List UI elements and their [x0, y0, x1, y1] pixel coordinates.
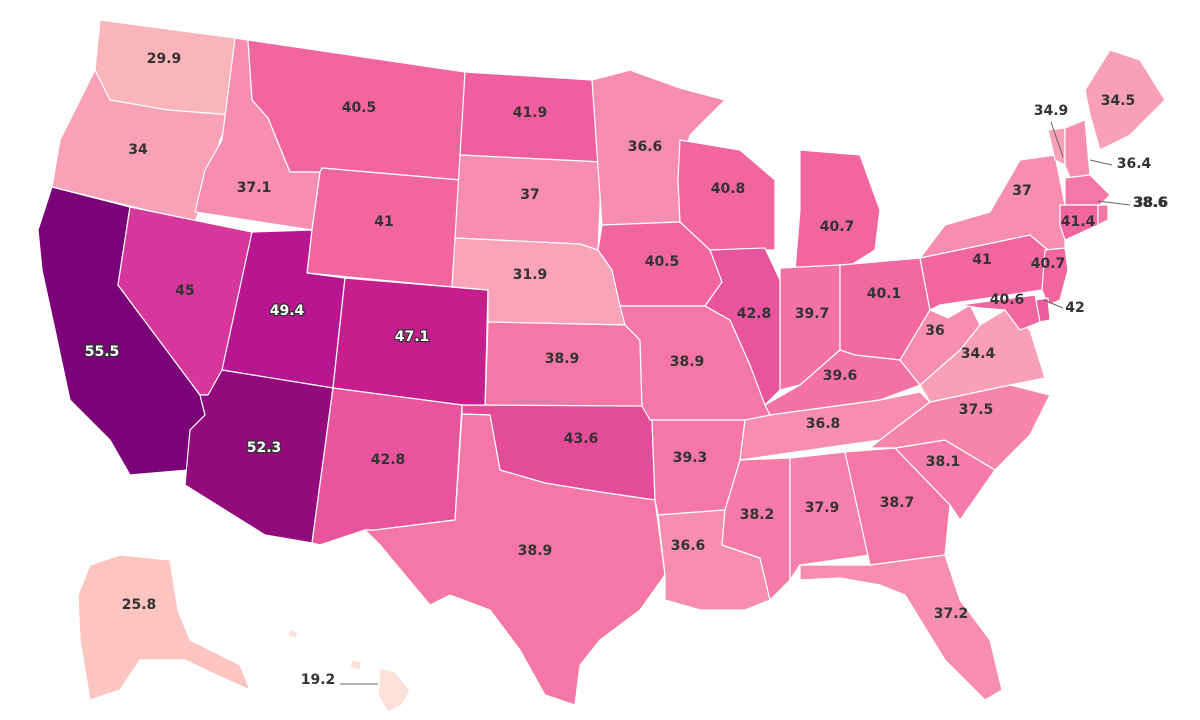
state-value-label-tx: 38.9: [518, 543, 553, 559]
state-value-label-in: 39.7: [795, 306, 830, 322]
state-value-label-oh: 40.1: [867, 286, 902, 302]
state-nj[interactable]: [1041, 247, 1069, 306]
state-value-label-va: 34.4: [961, 346, 996, 362]
state-value-label-or: 34: [128, 142, 148, 158]
state-value-label-mi: 40.7: [820, 219, 855, 235]
state-value-label-ks: 38.9: [545, 351, 580, 367]
state-value-label-ak: 25.8: [122, 597, 157, 613]
state-me[interactable]: [1084, 49, 1166, 151]
state-value-label-wi: 40.8: [711, 181, 746, 197]
state-mi[interactable]: [794, 149, 881, 273]
state-value-label-ne: 31.9: [513, 267, 548, 283]
state-value-label-wv: 36: [925, 323, 944, 339]
state-value-label-me: 34.5: [1101, 93, 1136, 109]
state-value-label-nj: 40.7: [1031, 256, 1066, 272]
state-value-label-ar: 39.3: [673, 450, 708, 466]
state-value-label-mt: 40.5: [342, 100, 377, 116]
state-value-label-sc: 38.1: [926, 454, 961, 470]
state-ny[interactable]: [919, 154, 1066, 259]
state-value-label-fl: 37.2: [934, 606, 969, 622]
state-ri[interactable]: [1097, 204, 1109, 226]
state-value-label-wy: 41: [374, 214, 393, 230]
state-value-label-az: 52.3: [247, 440, 282, 456]
state-hi[interactable]: [287, 629, 411, 713]
state-nh[interactable]: [1064, 119, 1091, 179]
state-value-label-nc: 37.5: [959, 402, 994, 418]
state-value-label-la: 36.6: [671, 538, 706, 554]
state-value-label-ms: 38.2: [740, 507, 775, 523]
state-value-label-al: 37.9: [805, 500, 840, 516]
state-value-label-ia: 40.5: [645, 254, 680, 270]
state-value-label-tn: 36.8: [806, 416, 841, 432]
state-value-label-hi: 19.2: [301, 672, 336, 688]
state-ak[interactable]: [77, 554, 251, 701]
state-value-label-sd: 37: [520, 187, 539, 203]
state-value-label-vt: 34.9: [1034, 103, 1069, 119]
leader-line-nh: [1089, 159, 1113, 166]
state-value-label-pa: 41: [972, 252, 991, 268]
state-ma[interactable]: [1064, 174, 1111, 206]
state-value-label-wa: 29.9: [147, 51, 182, 67]
state-value-label-de: 42: [1065, 300, 1084, 316]
state-value-label-ny: 37: [1012, 183, 1031, 199]
state-al[interactable]: [789, 451, 871, 581]
state-il[interactable]: [704, 247, 781, 406]
state-wv[interactable]: [899, 304, 981, 386]
leader-line-ri: [1097, 200, 1131, 206]
state-value-label-mn: 36.6: [628, 139, 663, 155]
state-value-label-ri: 38.6: [1133, 195, 1168, 211]
state-value-label-il: 42.8: [737, 306, 772, 322]
leader-line-de: [1043, 299, 1064, 309]
state-value-label-ma: 38.6: [1134, 195, 1169, 211]
state-value-label-nv: 45: [175, 283, 194, 299]
state-az[interactable]: [184, 369, 334, 544]
leader-line-vt: [1050, 121, 1064, 158]
state-value-label-nd: 41.9: [513, 105, 548, 121]
state-ct[interactable]: [1059, 204, 1099, 241]
state-value-label-co: 47.1: [395, 329, 430, 345]
state-tx[interactable]: [364, 413, 666, 706]
state-tn[interactable]: [739, 391, 931, 461]
state-value-label-ky: 39.6: [823, 368, 858, 384]
state-value-label-nm: 42.8: [371, 452, 406, 468]
state-value-label-nh: 36.4: [1117, 156, 1152, 172]
state-value-label-ut: 49.4: [270, 303, 305, 319]
state-value-label-mo: 38.9: [670, 354, 705, 370]
state-fl[interactable]: [799, 554, 1003, 701]
state-value-label-ga: 38.7: [880, 495, 915, 511]
state-md[interactable]: [959, 294, 1041, 331]
state-value-label-id: 37.1: [237, 180, 272, 196]
state-value-label-ok: 43.6: [564, 431, 599, 447]
state-value-label-ca: 55.5: [85, 344, 120, 360]
state-ga[interactable]: [844, 447, 951, 566]
state-value-label-md: 40.6: [990, 292, 1025, 308]
state-value-label-ct: 41.4: [1061, 214, 1096, 230]
